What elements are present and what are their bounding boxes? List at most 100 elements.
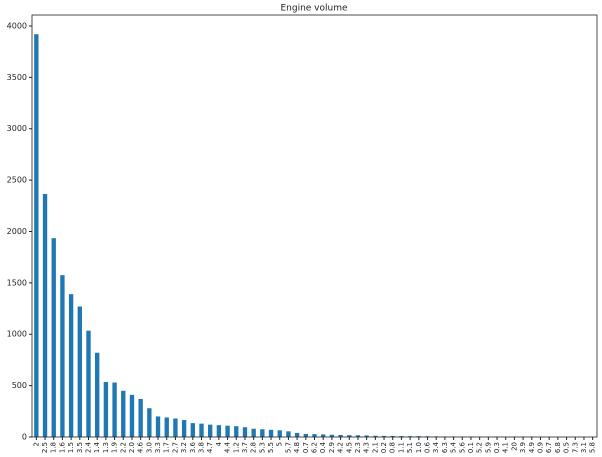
bar: [208, 424, 213, 437]
x-tick-label: 2.4: [85, 441, 93, 453]
x-tick-label: 0.7: [302, 442, 310, 453]
x-tick-label: 3.9: [519, 442, 527, 453]
x-tick-label: 6.3: [441, 442, 449, 453]
y-tick-label: 3500: [7, 73, 27, 82]
x-tick-label: 1.8: [50, 442, 58, 453]
y-tick-label: 1500: [7, 278, 27, 287]
bar: [68, 294, 74, 437]
x-tick-label: 1.7: [163, 442, 171, 453]
bar: [173, 418, 178, 437]
y-tick-label: 2000: [7, 227, 27, 236]
bar: [112, 382, 117, 437]
x-tick-label: 0.3: [493, 442, 501, 453]
bar: [103, 382, 109, 437]
x-tick-label: 3.6: [189, 441, 197, 453]
x-tick-label: 1.4: [93, 441, 101, 453]
x-tick-label: 2.2: [119, 442, 127, 453]
bar: [312, 434, 317, 437]
bar: [164, 417, 169, 437]
x-tick-label: 5.8: [589, 442, 597, 453]
bar: [181, 420, 187, 437]
bar: [390, 435, 395, 437]
bar: [86, 330, 91, 437]
bar: [138, 398, 143, 437]
x-tick-label: 3.8: [198, 442, 206, 453]
bar: [199, 423, 204, 437]
bar: [242, 427, 248, 437]
x-tick-label: 2.7: [171, 442, 179, 453]
bar: [347, 435, 352, 437]
x-tick-label: 3.4: [432, 441, 440, 453]
x-tick-label: 2.1: [371, 442, 379, 453]
bar: [190, 423, 195, 437]
bar: [294, 432, 300, 437]
x-tick-label: 5.3: [258, 442, 266, 453]
bar: [60, 275, 65, 437]
y-tick-label: 3000: [7, 124, 27, 133]
y-tick-label: 4000: [7, 21, 27, 30]
bar: [416, 436, 421, 437]
x-tick-label: 3.7: [241, 442, 249, 453]
x-tick-label: 5.2: [476, 442, 484, 453]
x-tick-label: 5.1: [406, 442, 414, 453]
bar: [51, 238, 56, 437]
x-tick-label: 1.9: [111, 442, 119, 453]
x-tick-label: 5.6: [458, 441, 466, 453]
x-tick-label: 6.7: [545, 442, 553, 453]
bar: [277, 430, 282, 437]
bar: [268, 429, 274, 437]
x-tick-label: 5: [276, 442, 284, 446]
y-tick-label: 0: [22, 433, 27, 442]
x-tick-label: 5.5: [267, 442, 275, 453]
x-tick-label: 1.2: [232, 442, 240, 453]
x-tick-label: 0.9: [537, 442, 545, 453]
bar: [121, 390, 126, 437]
x-tick-label: 2: [32, 442, 40, 446]
x-tick-label: 2.0: [128, 442, 136, 453]
bar: [251, 428, 256, 437]
bar: [34, 34, 39, 438]
x-tick-label: 1.0: [415, 442, 423, 453]
bar: [364, 435, 369, 437]
bar: [329, 434, 335, 437]
bar: [303, 433, 308, 437]
x-tick-label: 2.9: [328, 442, 336, 453]
bar: [216, 425, 222, 437]
y-tick-label: 1000: [7, 330, 27, 339]
bar: [373, 435, 378, 437]
x-tick-label: 0.4: [319, 441, 327, 453]
x-tick-label: 4.1: [502, 442, 510, 453]
chart-title: Engine volume: [280, 4, 348, 14]
bar: [260, 429, 265, 437]
bar: [42, 193, 48, 437]
x-tick-label: 5.4: [450, 441, 458, 453]
x-tick-label: 0.1: [467, 442, 475, 453]
x-tick-label: 3.2: [180, 442, 188, 453]
x-tick-label: 6.2: [311, 442, 319, 453]
x-tick-label: 0.8: [389, 442, 397, 453]
x-tick-label: 20: [510, 442, 518, 451]
x-tick-label: 3.1: [580, 442, 588, 453]
bar: [338, 434, 343, 437]
x-tick-label: 6.8: [554, 442, 562, 453]
bar: [381, 435, 387, 437]
bar: [234, 426, 239, 437]
bar: [155, 416, 161, 437]
x-tick-label: 0.2: [380, 442, 388, 453]
bar: [321, 434, 326, 437]
x-tick-label: 1.1: [397, 442, 405, 453]
x-tick-label: 2.3: [354, 442, 362, 453]
x-tick-label: 4.9: [528, 442, 536, 453]
x-tick-label: 7.3: [571, 442, 579, 453]
plot-frame: [31, 14, 598, 438]
x-tick-label: 1.3: [102, 442, 110, 453]
x-tick-label: 4.6: [137, 441, 145, 453]
x-tick-label: 4.4: [224, 441, 232, 453]
x-tick-label: 4: [215, 441, 223, 446]
bar: [147, 408, 152, 437]
x-tick-label: 1.6: [58, 441, 66, 453]
x-tick-label: 4.7: [206, 442, 214, 453]
bar: [286, 431, 291, 437]
x-tick-label: 4.8: [293, 442, 301, 453]
x-tick-label: 2.8: [250, 442, 258, 453]
